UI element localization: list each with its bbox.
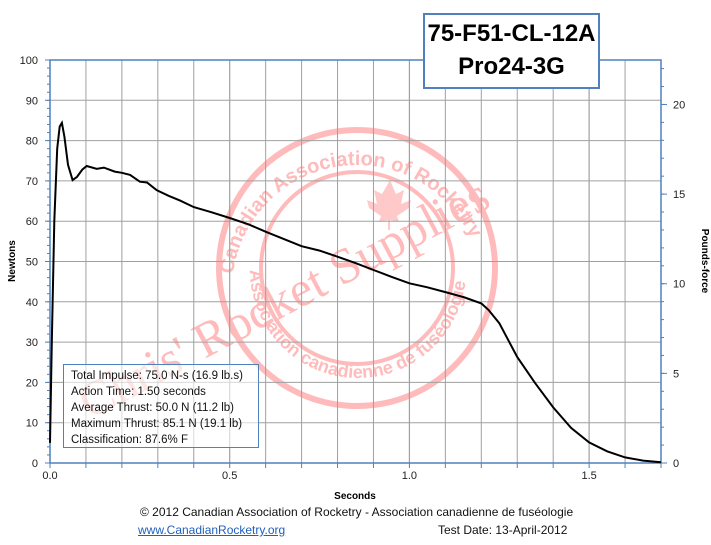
y-tick-label: 80 [26,136,38,148]
x-tick-label: 0.5 [222,470,237,482]
plot-frame [49,59,662,464]
maple-leaf-icon [367,180,411,230]
y-tick-label: 100 [20,55,38,67]
test-date: Test Date: 13-April-2012 [438,523,568,537]
y2-axis-label: Pounds-force [699,229,710,294]
action-time: Action Time: 1.50 seconds [71,386,206,398]
y2-tick-label: 15 [673,189,685,201]
x-axis-label: Seconds [334,491,376,502]
y-tick-label: 60 [26,216,38,228]
y-tick-label: 20 [26,377,38,389]
y-tick-label: 40 [26,297,38,309]
y-tick-label: 30 [26,337,38,349]
y2-tick-label: 5 [673,368,679,380]
total-impulse: Total Impulse: 75.0 N-s (16.9 lb.s) [71,370,243,382]
motor-stats-box: Total Impulse: 75.0 N-s (16.9 lb.s) Acti… [63,364,259,448]
y2-tick-label: 10 [673,279,685,291]
motor-model: Pro24-3G [458,53,565,80]
y-tick-label: 50 [26,257,38,269]
y-tick-label: 90 [26,95,38,107]
y2-tick-label: 20 [673,99,685,111]
copyright-text: © 2012 Canadian Association of Rocketry … [140,505,574,519]
x-tick-label: 1.0 [402,470,417,482]
y-tick-label: 0 [32,458,38,470]
classification: Classification: 87.6% F [71,434,188,446]
watermark-outer-ring [216,127,498,409]
x-tick-label: 0.0 [42,470,57,482]
y2-tick-label: 0 [673,458,679,470]
y-tick-label: 70 [26,176,38,188]
maximum-thrust: Maximum Thrust: 85.1 N (19.1 lb) [71,418,243,430]
y-axis-label: Newtons [7,240,18,282]
x-tick-label: 1.5 [581,470,596,482]
motor-title-box: 75-F51-CL-12A Pro24-3G [423,13,600,89]
axes: 0 10 20 30 40 50 60 70 80 90 100 0 5 10 15 20 0.0 0.5 1.0 1… [20,55,686,482]
thrust-curve-line [49,120,662,464]
website-link[interactable]: www.CanadianRocketry.org [138,523,286,537]
motor-designation: 75-F51-CL-12A [427,20,596,47]
watermark-inner-ring [259,170,455,366]
average-thrust: Average Thrust: 50.0 N (11.2 lb) [71,402,235,414]
y-tick-label: 10 [26,418,38,430]
